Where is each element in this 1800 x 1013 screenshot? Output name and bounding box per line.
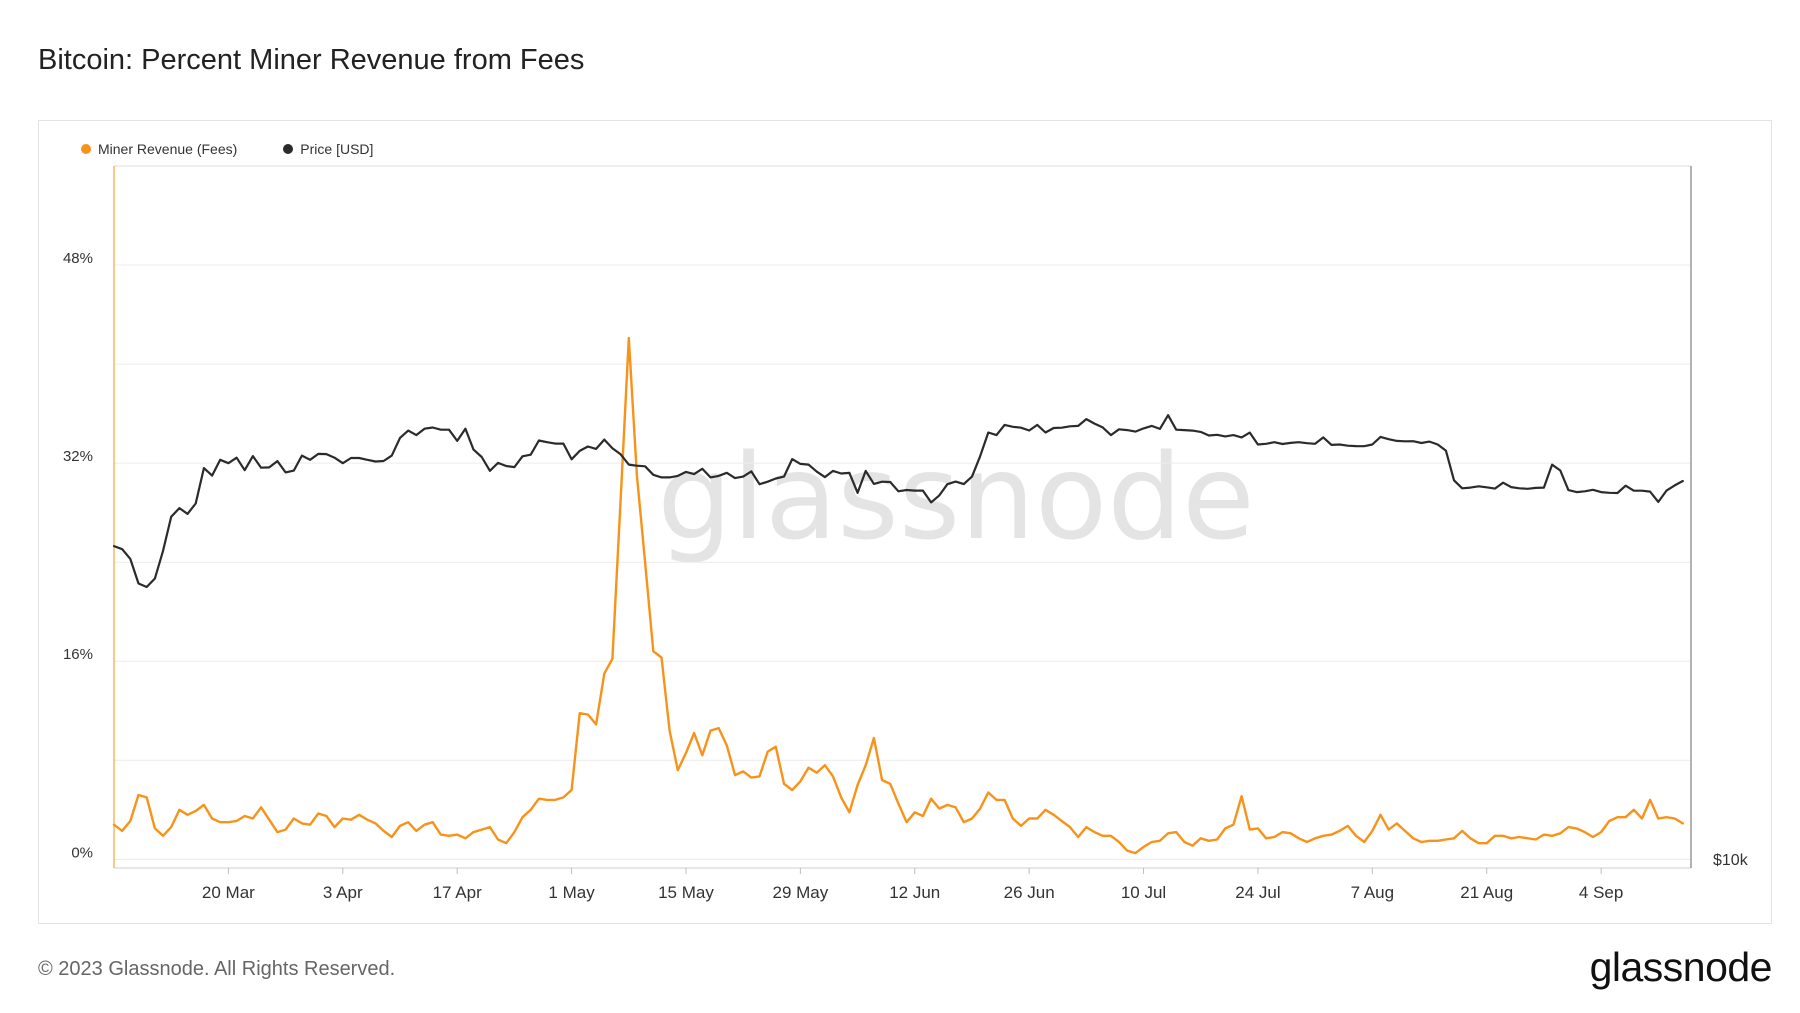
y-right-tick-label: $10k (1713, 852, 1749, 869)
x-tick-label: 20 Mar (202, 883, 255, 902)
gridlines (114, 264, 1691, 860)
x-tick-label: 3 Apr (323, 883, 363, 902)
watermark: glassnode (657, 428, 1254, 566)
y-tick-label: 32% (63, 448, 93, 465)
x-tick-label: 10 Jul (1121, 883, 1166, 902)
chart-svg[interactable]: glassnode 0% 16% 32% 48% 20 Mar 3 Apr 17 Apr 1… (39, 121, 1773, 925)
legend: Miner Revenue (Fees) Price [USD] (81, 141, 373, 157)
glassnode-logo[interactable]: glassnode (1589, 944, 1773, 990)
y-tick-label: 16% (63, 646, 93, 663)
x-tick-label: 29 May (772, 883, 828, 902)
axes (113, 165, 1692, 869)
legend-item-fees[interactable]: Miner Revenue (Fees) (81, 141, 237, 157)
x-tick-label: 21 Aug (1460, 883, 1513, 902)
chart-title: Bitcoin: Percent Miner Revenue from Fees (38, 44, 585, 76)
chart-panel: glassnode 0% 16% 32% 48% 20 Mar 3 Apr 17 Apr 1… (38, 120, 1772, 924)
x-tick-label: 7 Aug (1351, 883, 1395, 902)
series-line-fees[interactable] (112, 336, 1685, 855)
x-tick-label: 17 Apr (433, 883, 482, 902)
watermark-text: glassnode (657, 428, 1254, 566)
x-tick-label: 15 May (658, 883, 714, 902)
x-tick-label: 24 Jul (1235, 883, 1280, 902)
legend-label-price: Price [USD] (300, 141, 374, 157)
copyright-text: © 2023 Glassnode. All Rights Reserved. (38, 958, 396, 980)
y-tick-label: 48% (63, 250, 93, 267)
legend-dot-fees (81, 144, 91, 154)
legend-item-price[interactable]: Price [USD] (283, 141, 373, 157)
x-tick-label: 26 Jun (1004, 883, 1055, 902)
legend-label-fees: Miner Revenue (Fees) (98, 141, 238, 157)
x-tick-label: 4 Sep (1579, 883, 1623, 902)
series-line-price[interactable] (112, 414, 1684, 589)
legend-dot-price (283, 144, 294, 154)
x-tick-label: 1 May (548, 883, 595, 902)
y-tick-label: 0% (71, 844, 93, 861)
series-lines (112, 336, 1685, 855)
y-axis-labels: 0% 16% 32% 48% (63, 250, 93, 861)
right-axis-labels: $10k (1713, 852, 1749, 869)
x-tick-label: 12 Jun (889, 883, 940, 902)
x-axis-labels: 20 Mar 3 Apr 17 Apr 1 May 15 May 29 May 12 Jun… (202, 868, 1623, 902)
